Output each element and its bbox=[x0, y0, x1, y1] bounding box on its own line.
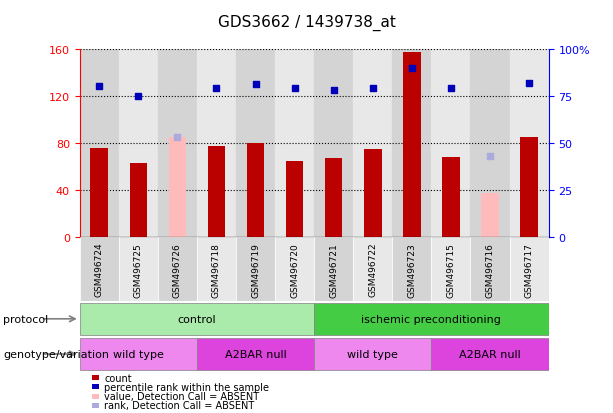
Text: GSM496726: GSM496726 bbox=[173, 242, 182, 297]
Text: genotype/variation: genotype/variation bbox=[3, 349, 109, 359]
Bar bbox=[197, 338, 314, 370]
Bar bbox=[80, 50, 119, 237]
Text: wild type: wild type bbox=[348, 349, 398, 359]
Bar bbox=[275, 50, 314, 237]
Bar bbox=[509, 50, 549, 237]
Bar bbox=[353, 50, 392, 237]
Bar bbox=[80, 303, 314, 335]
Point bbox=[446, 86, 456, 93]
Bar bbox=[91, 148, 108, 237]
Bar bbox=[158, 237, 197, 301]
Bar bbox=[197, 237, 236, 301]
Text: wild type: wild type bbox=[113, 349, 164, 359]
Text: GSM496722: GSM496722 bbox=[368, 242, 377, 297]
Bar bbox=[432, 338, 549, 370]
Text: control: control bbox=[178, 314, 216, 324]
Bar bbox=[158, 50, 197, 237]
Bar bbox=[119, 237, 158, 301]
Point bbox=[290, 86, 300, 93]
Text: value, Detection Call = ABSENT: value, Detection Call = ABSENT bbox=[104, 391, 259, 401]
Text: GSM496723: GSM496723 bbox=[408, 242, 416, 297]
Bar bbox=[236, 50, 275, 237]
Text: protocol: protocol bbox=[3, 314, 48, 324]
Bar bbox=[247, 144, 264, 237]
Bar bbox=[236, 237, 275, 301]
Point bbox=[172, 135, 182, 141]
Bar bbox=[471, 50, 509, 237]
Point bbox=[134, 93, 143, 100]
Text: A2BAR null: A2BAR null bbox=[459, 349, 521, 359]
Point bbox=[94, 84, 104, 90]
Text: GSM496716: GSM496716 bbox=[485, 242, 495, 297]
Bar bbox=[509, 237, 549, 301]
Bar bbox=[197, 50, 236, 237]
Point bbox=[407, 65, 417, 72]
Bar bbox=[208, 147, 225, 237]
Bar bbox=[353, 237, 392, 301]
Point bbox=[524, 80, 534, 87]
Bar bbox=[392, 50, 432, 237]
Bar bbox=[364, 150, 381, 237]
Text: GSM496725: GSM496725 bbox=[134, 242, 143, 297]
Text: ischemic preconditioning: ischemic preconditioning bbox=[362, 314, 501, 324]
Text: GSM496718: GSM496718 bbox=[212, 242, 221, 297]
Bar bbox=[314, 237, 353, 301]
Point bbox=[251, 82, 261, 88]
Bar bbox=[119, 50, 158, 237]
Text: A2BAR null: A2BAR null bbox=[225, 349, 286, 359]
Point bbox=[329, 88, 338, 94]
Bar bbox=[314, 50, 353, 237]
Text: rank, Detection Call = ABSENT: rank, Detection Call = ABSENT bbox=[104, 400, 254, 410]
Bar bbox=[80, 338, 197, 370]
Bar bbox=[471, 237, 509, 301]
Bar bbox=[392, 237, 432, 301]
Bar bbox=[169, 138, 186, 237]
Bar bbox=[325, 159, 343, 237]
Text: GSM496720: GSM496720 bbox=[290, 242, 299, 297]
Text: count: count bbox=[104, 373, 132, 383]
Text: GSM496715: GSM496715 bbox=[446, 242, 455, 297]
Text: GSM496717: GSM496717 bbox=[525, 242, 533, 297]
Text: GDS3662 / 1439738_at: GDS3662 / 1439738_at bbox=[218, 14, 395, 31]
Bar bbox=[80, 237, 119, 301]
Bar bbox=[432, 237, 471, 301]
Text: GSM496719: GSM496719 bbox=[251, 242, 260, 297]
Bar bbox=[314, 338, 432, 370]
Text: GSM496721: GSM496721 bbox=[329, 242, 338, 297]
Point bbox=[485, 153, 495, 160]
Text: percentile rank within the sample: percentile rank within the sample bbox=[104, 382, 269, 392]
Bar bbox=[442, 158, 460, 237]
Bar bbox=[520, 138, 538, 237]
Bar bbox=[481, 194, 499, 237]
Bar bbox=[129, 164, 147, 237]
Bar bbox=[314, 303, 549, 335]
Bar bbox=[286, 161, 303, 237]
Point bbox=[368, 86, 378, 93]
Bar bbox=[403, 53, 421, 237]
Text: GSM496724: GSM496724 bbox=[95, 242, 104, 297]
Bar bbox=[275, 237, 314, 301]
Bar bbox=[432, 50, 471, 237]
Point bbox=[211, 86, 221, 93]
